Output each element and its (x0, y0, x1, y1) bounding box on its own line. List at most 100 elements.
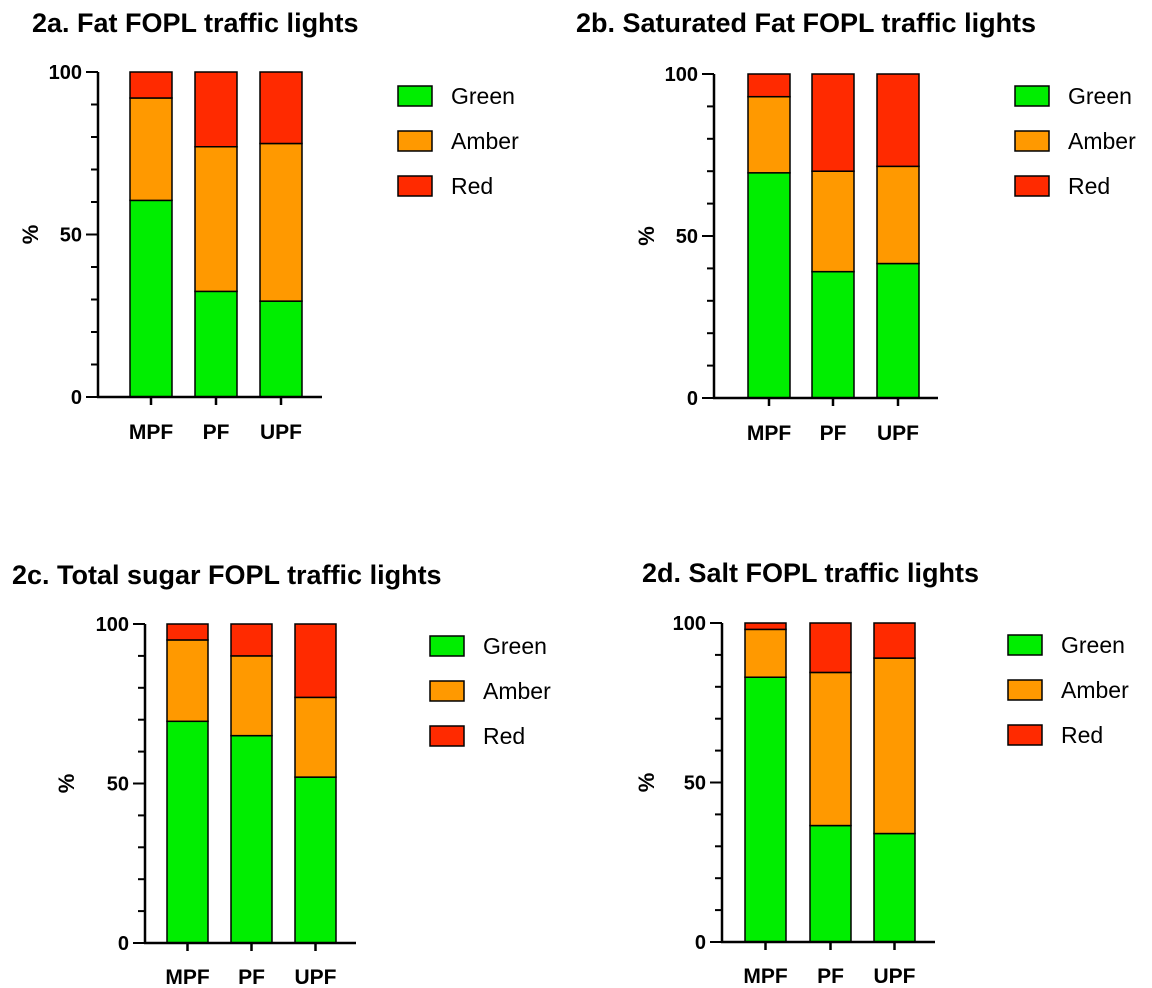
bar-segment-amber (166, 639, 209, 723)
legend-swatch-green (397, 85, 433, 107)
x-tick-label: MPF (165, 966, 210, 988)
legend-swatch-red (429, 725, 465, 747)
x-tick-label: UPF (874, 965, 916, 988)
y-tick-label: 50 (107, 774, 129, 796)
bar-segment-green (809, 824, 852, 943)
x-tick-label: UPF (295, 966, 337, 988)
legend: Green Amber Red (397, 83, 519, 199)
y-tick-label: 100 (665, 64, 698, 86)
legend-label: Red (1061, 722, 1103, 748)
y-axis-label: % (18, 225, 43, 245)
legend-swatch-amber (429, 680, 465, 702)
y-tick-label: 50 (684, 773, 706, 795)
bar-segment-red (294, 623, 337, 699)
legend-swatch-green (1007, 634, 1043, 656)
x-tick-label: PF (820, 422, 847, 445)
legend-swatch-amber (1014, 130, 1050, 152)
legend-label: Green (1068, 83, 1132, 109)
y-axis-label: % (54, 774, 79, 794)
legend-label: Amber (1061, 677, 1129, 703)
chart-panel: 2b. Saturated Fat FOPL traffic lights MPF… (576, 8, 1136, 445)
x-tick-label: MPF (129, 421, 174, 444)
chart-panel: 2a. Fat FOPL traffic lights MPF PF UPF 0 50 10… (18, 8, 519, 444)
bar-segment-red (811, 73, 855, 172)
bar-segment-green (129, 199, 173, 398)
bar-segment-red (873, 622, 916, 659)
bar-segment-red (876, 73, 920, 168)
x-tick-label: PF (238, 966, 265, 988)
bar-segment-red (230, 623, 273, 657)
chart-title: 2c. Total sugar FOPL traffic lights (12, 560, 442, 590)
bar-segment-green (811, 270, 855, 399)
bar-segment-amber (747, 95, 791, 174)
bar-segment-amber (129, 97, 173, 202)
legend-swatch-green (1014, 85, 1050, 107)
bar-segment-green (230, 734, 273, 944)
bar-segment-green (294, 776, 337, 944)
y-tick-label: 0 (71, 387, 82, 409)
bar-segment-amber (294, 696, 337, 778)
legend-label: Red (1068, 173, 1110, 199)
y-tick-label: 100 (96, 614, 129, 636)
chart-panel: 2d. Salt FOPL traffic lights MPF PF UPF 0 50 1… (634, 558, 1129, 988)
bar-segment-red (809, 622, 852, 674)
bar-segment-amber (873, 657, 916, 835)
legend-label: Green (1061, 632, 1125, 658)
legend-label: Green (483, 633, 547, 659)
bar-segment-green (876, 262, 920, 399)
bar-segment-amber (230, 655, 273, 737)
legend-label: Green (451, 83, 515, 109)
legend-swatch-red (397, 175, 433, 197)
bar-segment-amber (744, 628, 787, 678)
bar-segment-red (166, 623, 209, 641)
y-tick-label: 0 (687, 388, 698, 410)
bar-segment-green (166, 720, 209, 944)
legend-swatch-amber (1007, 679, 1043, 701)
y-tick-label: 0 (695, 932, 706, 954)
legend-swatch-green (429, 635, 465, 657)
chart-title: 2b. Saturated Fat FOPL traffic lights (576, 8, 1036, 38)
bar-segment-green (194, 290, 238, 398)
legend-label: Amber (451, 128, 519, 154)
legend-swatch-red (1007, 724, 1043, 746)
x-tick-label: PF (817, 965, 844, 988)
bar-segment-amber (259, 142, 303, 302)
legend-swatch-red (1014, 175, 1050, 197)
legend-label: Red (483, 723, 525, 749)
bar-segment-red (744, 622, 787, 631)
x-tick-label: MPF (747, 422, 792, 445)
y-tick-label: 100 (49, 62, 82, 84)
bar-segment-amber (876, 165, 920, 265)
y-tick-label: 50 (676, 226, 698, 248)
x-tick-label: UPF (877, 422, 919, 445)
legend: Green Amber Red (429, 633, 551, 749)
bar-segment-red (259, 71, 303, 145)
bar-segment-amber (194, 146, 238, 293)
legend-label: Red (451, 173, 493, 199)
bar-segment-amber (811, 170, 855, 273)
y-axis-label: % (634, 226, 659, 246)
x-tick-label: MPF (743, 965, 788, 988)
bar-segment-green (873, 832, 916, 943)
bar-segment-red (747, 73, 791, 98)
x-tick-label: UPF (260, 421, 302, 444)
bar-segment-green (259, 300, 303, 398)
legend: Green Amber Red (1014, 83, 1136, 199)
bar-segment-amber (809, 671, 852, 827)
chart-title: 2a. Fat FOPL traffic lights (32, 8, 359, 38)
x-tick-label: PF (203, 421, 230, 444)
y-tick-label: 100 (673, 613, 706, 635)
legend-label: Amber (1068, 128, 1136, 154)
bar-segment-red (129, 71, 173, 99)
legend-label: Amber (483, 678, 551, 704)
chart-title: 2d. Salt FOPL traffic lights (642, 558, 979, 588)
bar-segment-green (747, 172, 791, 399)
bar-segment-green (744, 676, 787, 943)
legend-swatch-amber (397, 130, 433, 152)
y-tick-label: 0 (118, 933, 129, 955)
bar-segment-red (194, 71, 238, 148)
y-tick-label: 50 (60, 225, 82, 247)
y-axis-label: % (634, 773, 659, 793)
legend: Green Amber Red (1007, 632, 1129, 748)
